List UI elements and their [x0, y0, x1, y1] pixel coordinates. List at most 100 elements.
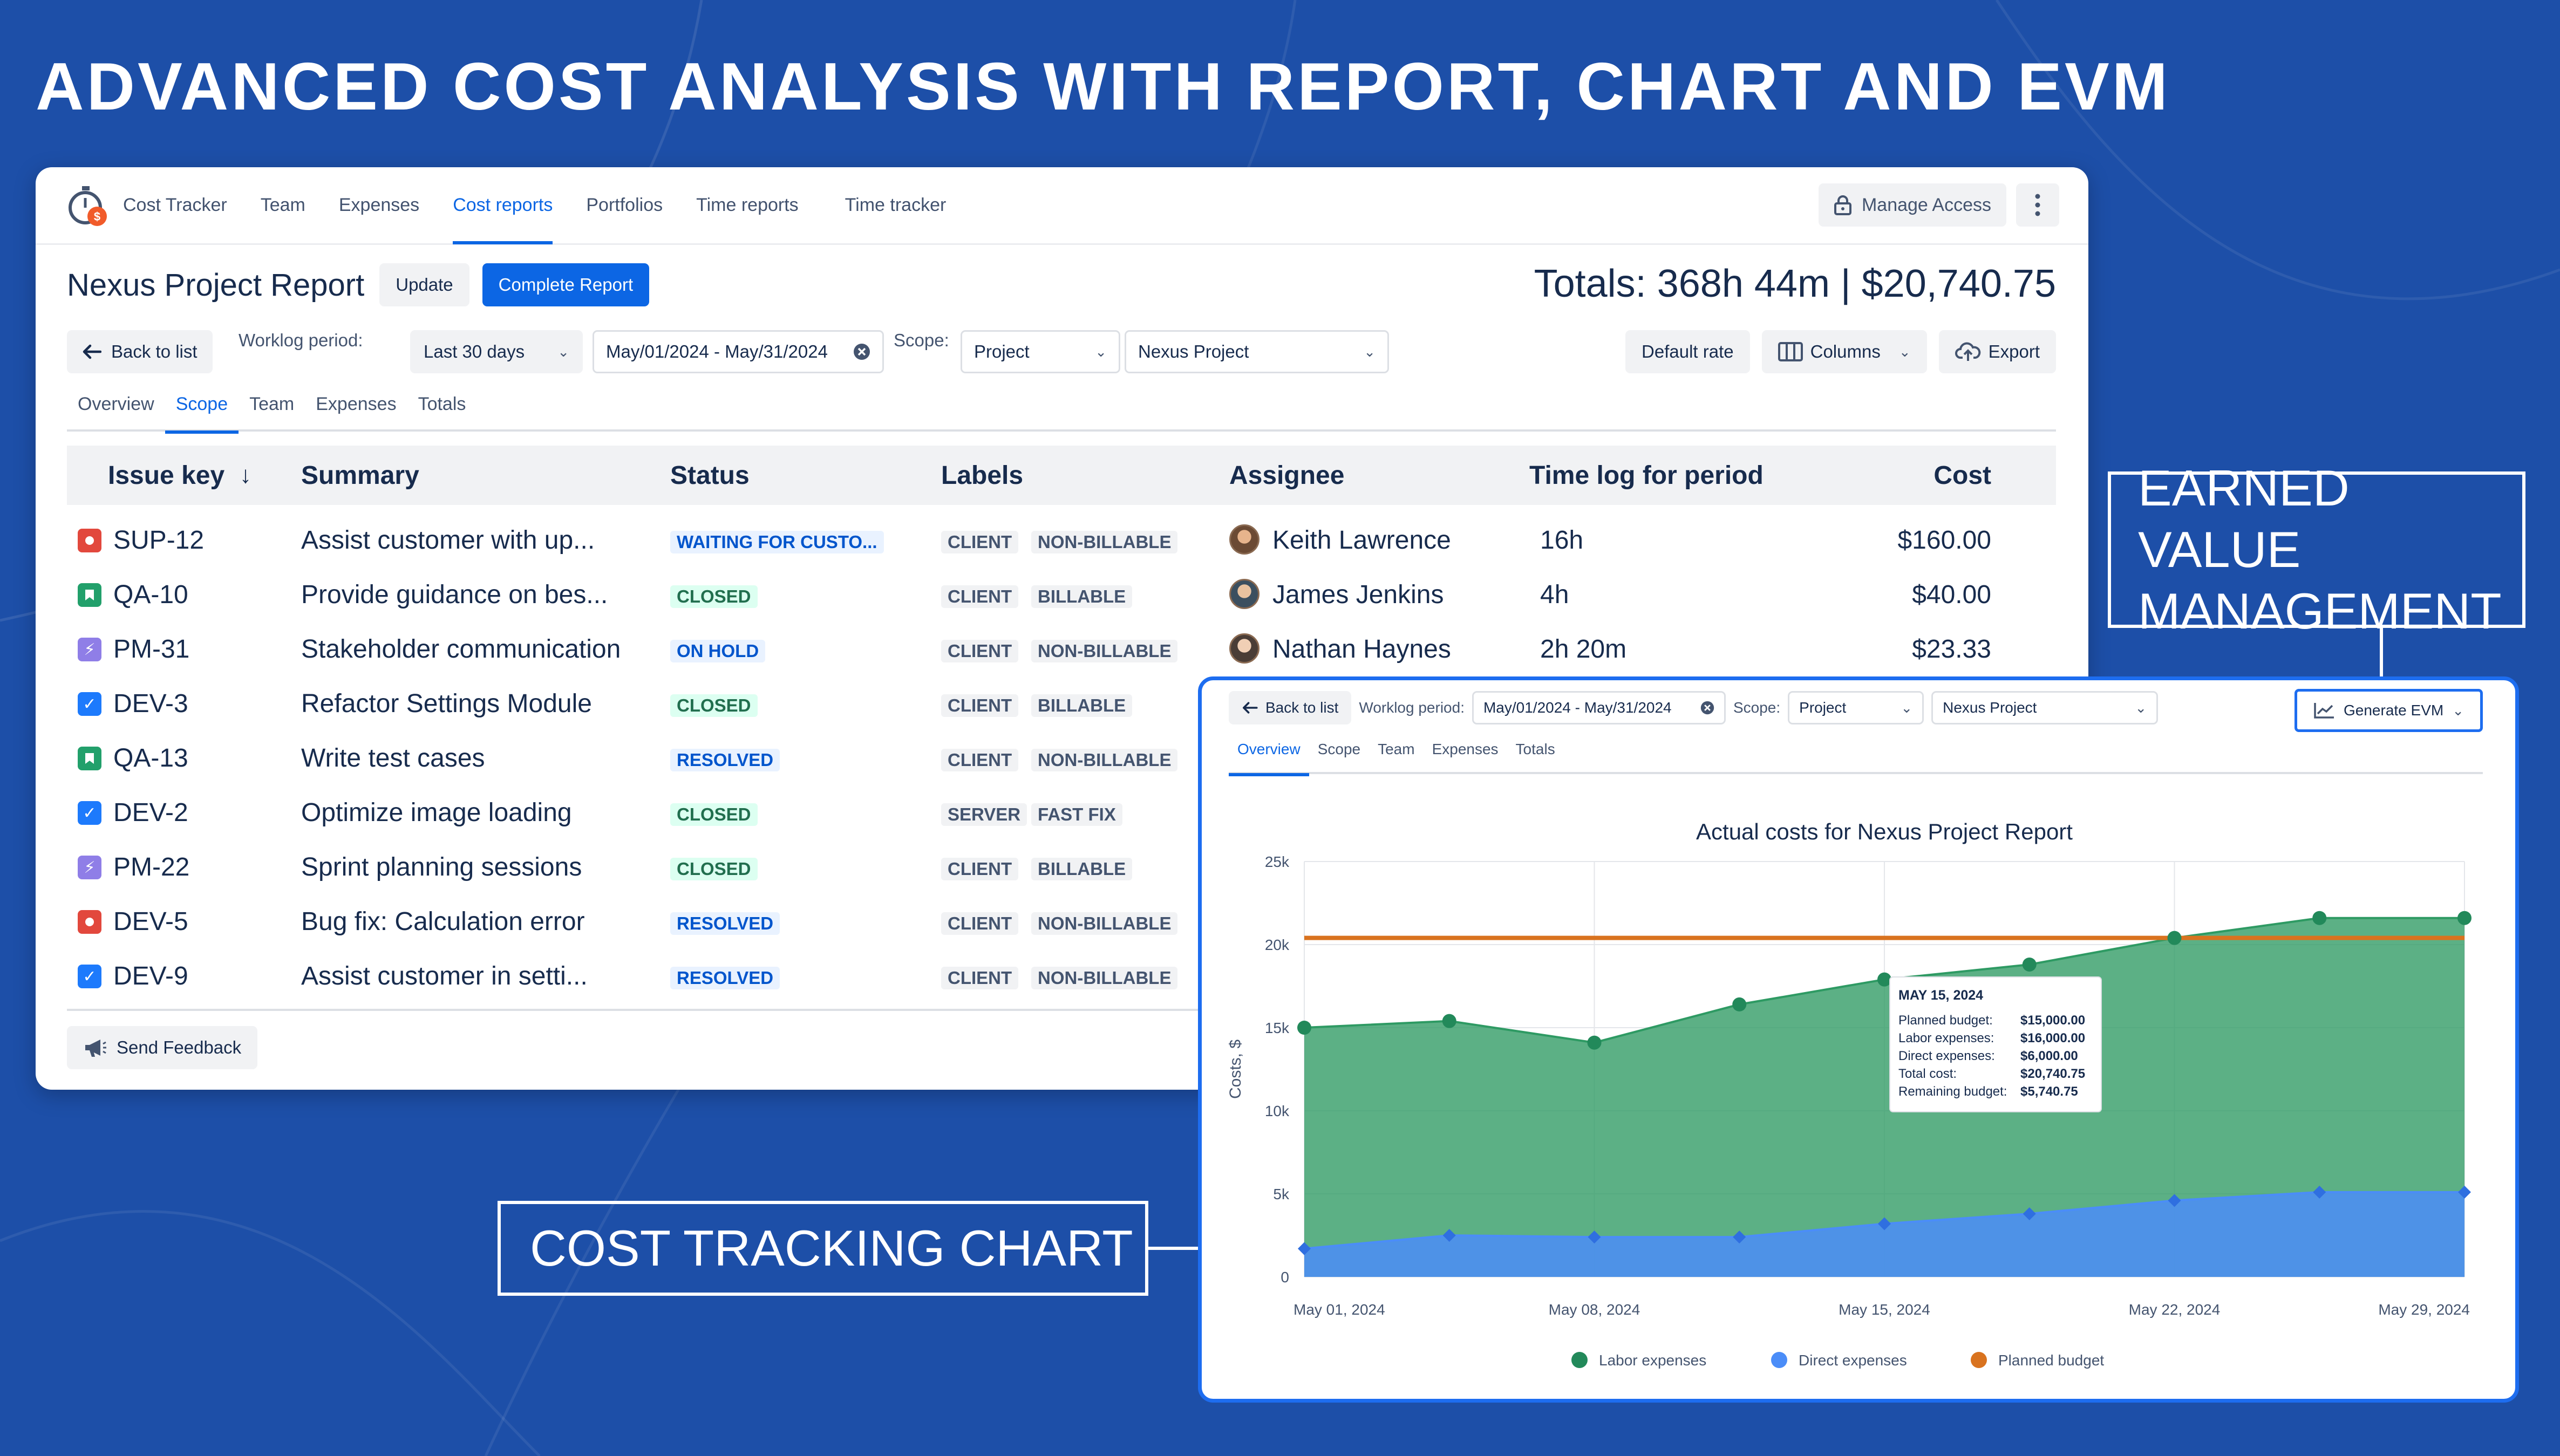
send-feedback-button[interactable]: Send Feedback: [67, 1026, 258, 1069]
default-rate-button[interactable]: Default rate: [1625, 330, 1750, 373]
epic-icon: ⚡: [78, 856, 101, 879]
tooltip-value: $5,740.75: [2020, 1084, 2078, 1099]
y-tick-label: 0: [1281, 1269, 1289, 1286]
table-row[interactable]: SUP-12 Assist customer with up... WAITING …: [67, 512, 2056, 567]
avatar: [1229, 579, 1259, 609]
label-tag: CLIENT: [941, 531, 1019, 553]
export-button[interactable]: Export: [1938, 330, 2056, 373]
avatar: [1229, 524, 1259, 555]
legend-marker: [1771, 1352, 1787, 1368]
label-tag: NON-BILLABLE: [1031, 967, 1178, 989]
issue-key[interactable]: PM-31: [113, 635, 190, 664]
evm-tab-overview[interactable]: Overview: [1229, 741, 1309, 776]
issue-summary[interactable]: Assist customer in setti...: [301, 962, 588, 990]
nav-time-tracker[interactable]: Time tracker: [845, 195, 947, 215]
nav-brand[interactable]: Cost Tracker: [123, 195, 227, 215]
columns-button[interactable]: Columns ⌄: [1761, 330, 1927, 373]
chart-line-icon: [2314, 703, 2334, 719]
evm-tabs: Overview Scope Team Expenses Totals: [1229, 741, 2483, 776]
back-to-list-button[interactable]: Back to list: [67, 330, 213, 373]
col-issue-key[interactable]: Issue key: [108, 461, 225, 490]
labor-point: [1442, 1014, 1456, 1028]
evm-scope-select[interactable]: Project ⌄: [1788, 691, 1924, 724]
issue-summary[interactable]: Refactor Settings Module: [301, 689, 592, 718]
issue-summary[interactable]: Optimize image loading: [301, 798, 572, 827]
nav-portfolios[interactable]: Portfolios: [586, 195, 663, 215]
table-row[interactable]: QA-13 Write test cases RESOLVED CLIENT NON-B…: [67, 730, 2056, 785]
clear-icon[interactable]: [853, 343, 870, 360]
chevron-down-icon: ⌄: [1898, 343, 1911, 360]
col-cost[interactable]: Cost: [1933, 461, 1991, 490]
issue-summary[interactable]: Assist customer with up...: [301, 526, 595, 555]
evm-tab-expenses[interactable]: Expenses: [1432, 741, 1499, 757]
col-summary[interactable]: Summary: [301, 461, 419, 490]
hero-title: ADVANCED COST ANALYSIS WITH REPORT, CHAR…: [36, 50, 2170, 124]
tooltip-value: $6,000.00: [2020, 1049, 2078, 1063]
table-row[interactable]: ✓ DEV-9 Assist customer in setti... RESOLVE…: [67, 948, 2056, 1003]
issue-key[interactable]: QA-10: [113, 580, 188, 609]
evm-callout-line2: MANAGEMENT: [2138, 583, 2502, 639]
status-lozenge: RESOLVED: [670, 749, 780, 771]
manage-access-button[interactable]: Manage Access: [1818, 183, 2006, 227]
generate-evm-button[interactable]: Generate EVM ⌄: [2295, 689, 2483, 732]
nav-time-reports[interactable]: Time reports: [696, 195, 799, 215]
labor-point: [1877, 972, 1891, 987]
evm-tab-scope[interactable]: Scope: [1317, 741, 1361, 757]
table-row[interactable]: ✓ DEV-3 Refactor Settings Module CLOSED CLIE…: [67, 676, 2056, 730]
issue-summary[interactable]: Provide guidance on bes...: [301, 580, 608, 609]
issue-key[interactable]: DEV-3: [113, 689, 188, 718]
issue-summary[interactable]: Write test cases: [301, 744, 485, 773]
table-row[interactable]: DEV-5 Bug fix: Calculation error RESOLVED C…: [67, 894, 2056, 948]
clear-icon[interactable]: [1700, 701, 1714, 715]
issue-key[interactable]: QA-13: [113, 744, 188, 773]
lock-icon: [1834, 195, 1851, 215]
nav-expenses[interactable]: Expenses: [338, 195, 420, 215]
tab-expenses[interactable]: Expenses: [316, 394, 397, 414]
complete-report-button[interactable]: Complete Report: [482, 263, 650, 306]
tab-team[interactable]: Team: [249, 394, 295, 414]
evm-back-to-list-button[interactable]: Back to list: [1229, 691, 1352, 724]
evm-tab-totals[interactable]: Totals: [1515, 741, 1555, 757]
scope-label: Scope:: [894, 330, 949, 350]
chart-connector: [1148, 1247, 1200, 1250]
evm-tab-team[interactable]: Team: [1378, 741, 1415, 757]
label-tag: NON-BILLABLE: [1031, 640, 1178, 662]
update-button[interactable]: Update: [379, 263, 469, 306]
sort-arrow-down-icon[interactable]: ↓: [240, 462, 251, 488]
status-lozenge: ON HOLD: [670, 640, 766, 662]
col-assignee[interactable]: Assignee: [1229, 461, 1345, 490]
label-tag: CLIENT: [941, 858, 1019, 880]
issue-key[interactable]: SUP-12: [113, 526, 205, 555]
issue-key[interactable]: DEV-2: [113, 798, 188, 827]
y-tick-label: 5k: [1273, 1186, 1290, 1202]
tab-scope[interactable]: Scope: [165, 394, 239, 434]
table-row[interactable]: QA-10 Provide guidance on bes... CLOSED CLI…: [67, 567, 2056, 621]
col-labels[interactable]: Labels: [941, 461, 1024, 490]
table-row[interactable]: ✓ DEV-2 Optimize image loading CLOSED SERVER…: [67, 785, 2056, 839]
nav-cost-reports[interactable]: Cost reports: [453, 167, 553, 244]
issue-summary[interactable]: Sprint planning sessions: [301, 853, 582, 881]
tooltip-label: Direct expenses:: [1898, 1049, 1995, 1063]
issue-key[interactable]: DEV-9: [113, 962, 188, 990]
nav-team[interactable]: Team: [260, 195, 305, 215]
more-options-button[interactable]: [2016, 183, 2059, 227]
evm-project-select[interactable]: Nexus Project ⌄: [1931, 691, 2159, 724]
time-log: 16h: [1540, 526, 1584, 555]
worklog-period-select[interactable]: Last 30 days ⌄: [410, 330, 583, 373]
issue-key[interactable]: DEV-5: [113, 907, 188, 936]
evm-date-range-input[interactable]: May/01/2024 - May/31/2024: [1472, 691, 1726, 724]
table-row[interactable]: ⚡ PM-22 Sprint planning sessions CLOSED CLIE…: [67, 839, 2056, 894]
issue-summary[interactable]: Stakeholder communication: [301, 635, 621, 664]
issue-summary[interactable]: Bug fix: Calculation error: [301, 907, 585, 936]
date-range-input[interactable]: May/01/2024 - May/31/2024: [593, 330, 884, 373]
labor-point: [2312, 911, 2327, 925]
tab-totals[interactable]: Totals: [418, 394, 466, 414]
project-select[interactable]: Nexus Project ⌄: [1125, 330, 1389, 373]
table-row[interactable]: ⚡ PM-31 Stakeholder communication ON HOLD CL…: [67, 621, 2056, 676]
tab-overview[interactable]: Overview: [78, 394, 154, 414]
label-tag: BILLABLE: [1031, 585, 1133, 608]
issue-key[interactable]: PM-22: [113, 853, 190, 881]
scope-select[interactable]: Project ⌄: [961, 330, 1120, 373]
col-timelog[interactable]: Time log for period: [1529, 461, 1764, 490]
col-status[interactable]: Status: [670, 461, 750, 490]
